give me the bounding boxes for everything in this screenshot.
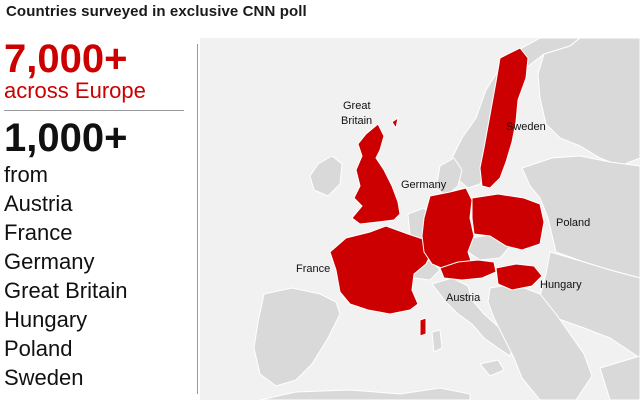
land-iberia bbox=[253, 287, 341, 387]
label-france: France bbox=[296, 263, 330, 275]
land-denmark bbox=[435, 157, 463, 197]
country-list-item: Hungary bbox=[4, 307, 88, 332]
land-north-africa bbox=[259, 387, 471, 400]
land-balkans bbox=[487, 283, 593, 400]
land-finland bbox=[537, 38, 640, 167]
country-list-item: Germany bbox=[4, 249, 95, 274]
land-turkey bbox=[599, 355, 640, 400]
land-ireland bbox=[309, 155, 343, 197]
country-list-item: Sweden bbox=[4, 365, 84, 390]
total-respondents-value: 7,000+ bbox=[4, 37, 128, 81]
country-france bbox=[329, 225, 433, 315]
stats-sidebar: 7,000+ across Europe 1,000+ from Austria… bbox=[4, 38, 186, 392]
label-austria: Austria bbox=[446, 292, 481, 304]
label-sweden: Sweden bbox=[506, 121, 546, 133]
total-respondents-label: across Europe bbox=[4, 78, 146, 103]
europe-map-svg: Great Britain Sweden Germany Poland Fran… bbox=[200, 38, 640, 400]
country-list: Austria France Germany Great Britain Hun… bbox=[4, 189, 186, 392]
map-labels: Great Britain Sweden Germany Poland Fran… bbox=[296, 100, 590, 304]
country-sweden bbox=[479, 47, 529, 189]
europe-map: Great Britain Sweden Germany Poland Fran… bbox=[200, 38, 640, 400]
label-great-britain-line1: Great bbox=[343, 100, 371, 112]
country-germany bbox=[421, 187, 475, 273]
label-great-britain-line2: Britain bbox=[341, 115, 372, 127]
label-poland: Poland bbox=[556, 217, 590, 229]
country-great-britain-island bbox=[391, 116, 399, 130]
per-country-label: from bbox=[4, 162, 48, 187]
vertical-divider bbox=[197, 44, 198, 394]
land-sicily bbox=[479, 359, 505, 377]
country-poland bbox=[471, 193, 545, 251]
land-ukraine bbox=[539, 251, 640, 359]
country-list-item: Great Britain bbox=[4, 278, 128, 303]
headline: Countries surveyed in exclusive CNN poll bbox=[6, 3, 307, 20]
per-country-value: 1,000+ bbox=[4, 116, 128, 160]
country-list-item: France bbox=[4, 220, 73, 245]
country-list-item: Poland bbox=[4, 336, 73, 361]
land-sardinia bbox=[431, 329, 443, 353]
country-hungary bbox=[495, 263, 543, 291]
divider bbox=[4, 110, 184, 111]
country-great-britain bbox=[351, 123, 401, 225]
label-hungary: Hungary bbox=[540, 279, 582, 291]
country-list-item: Austria bbox=[4, 191, 73, 216]
country-france-corsica bbox=[419, 317, 427, 337]
surveyed-countries bbox=[329, 47, 545, 337]
label-germany: Germany bbox=[401, 179, 447, 191]
